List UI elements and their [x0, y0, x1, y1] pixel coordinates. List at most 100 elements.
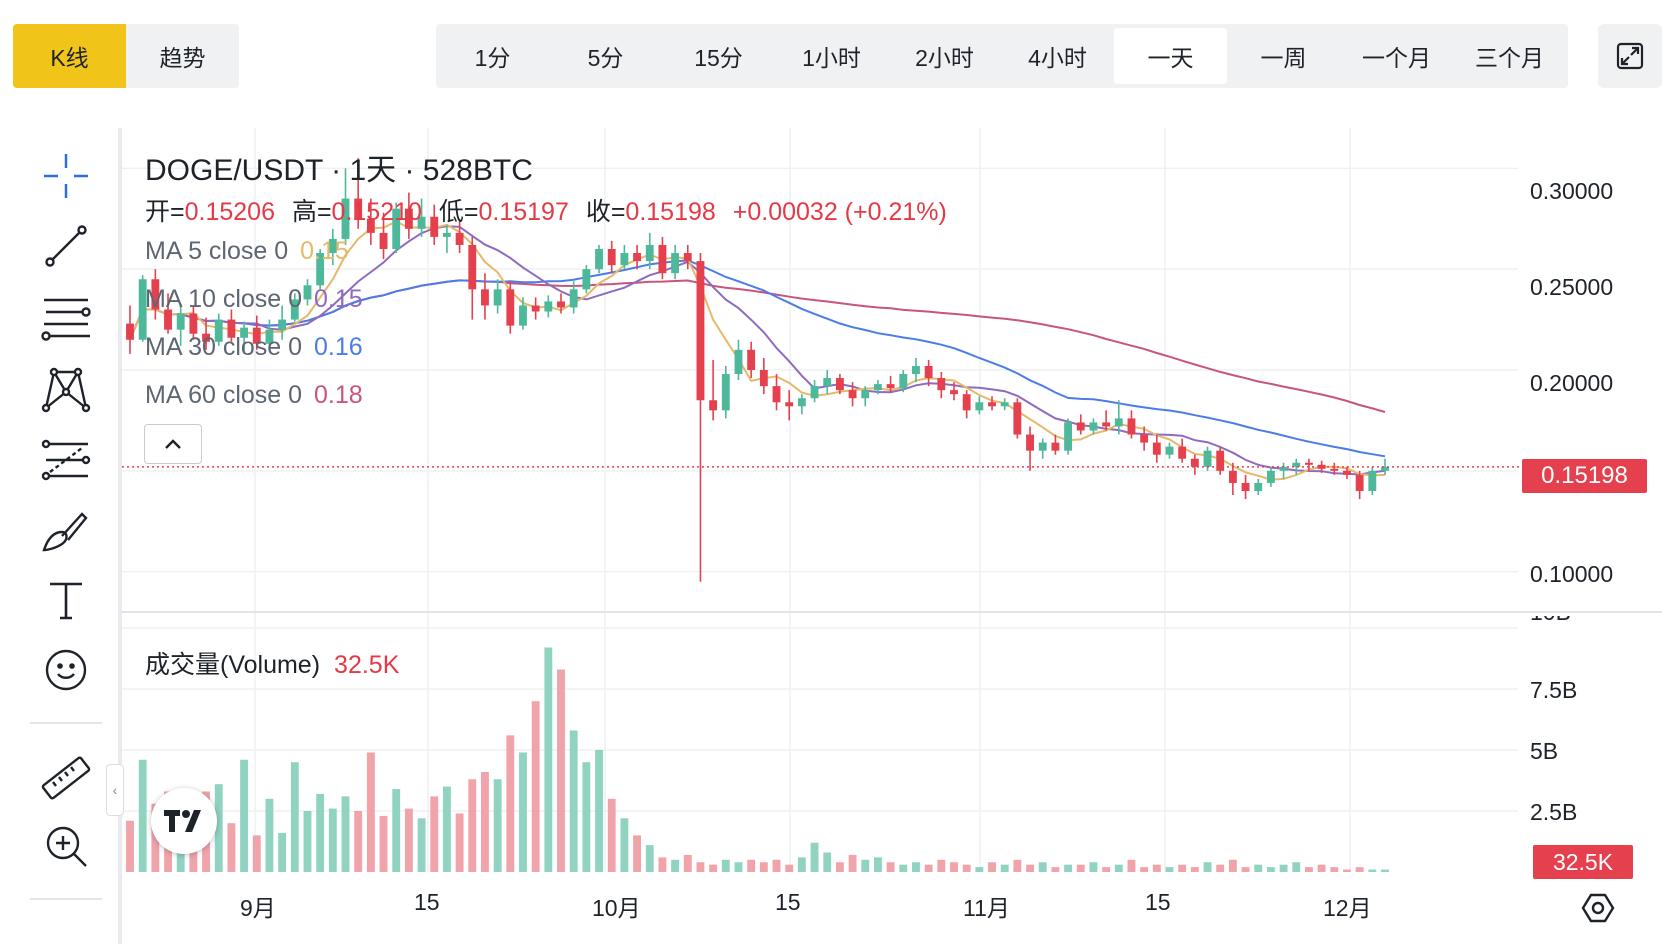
text-icon[interactable] — [36, 574, 96, 626]
candle-body — [645, 244, 654, 262]
candle-body — [278, 319, 287, 330]
volume-bar — [785, 864, 794, 872]
candle-body — [1330, 468, 1339, 471]
volume-bar — [1330, 867, 1339, 872]
volume-bar — [1216, 864, 1225, 872]
interval-15m[interactable]: 15分 — [694, 45, 743, 71]
volume-bar — [468, 779, 477, 872]
pattern-icon[interactable] — [36, 364, 96, 416]
zoom-in-icon[interactable] — [36, 820, 96, 872]
candle-body — [341, 198, 350, 239]
volume-bar — [861, 859, 870, 872]
volume-bar — [1152, 864, 1161, 872]
ma10-legend[interactable]: MA 10 close 0 0.15 — [145, 285, 363, 314]
ma30-legend[interactable]: MA 30 close 0 0.16 — [145, 333, 363, 362]
ma5-legend[interactable]: MA 5 close 0 0.15 — [145, 237, 349, 266]
trend-line-icon[interactable] — [36, 220, 96, 272]
drawing-toolbar — [0, 128, 118, 944]
candle-body — [810, 386, 819, 399]
interval-2h[interactable]: 2小时 — [915, 45, 974, 71]
candle-body — [557, 301, 565, 308]
toolbar-divider — [30, 898, 102, 900]
collapse-legend-button[interactable] — [144, 424, 202, 464]
candle-body — [1381, 466, 1389, 471]
candle-body — [975, 402, 984, 411]
candle-body — [1089, 422, 1098, 431]
tab-kline[interactable]: K线 — [13, 24, 126, 88]
volume-bar — [531, 701, 540, 872]
candle-body — [1228, 470, 1237, 483]
price-tick: 0.25000 — [1530, 274, 1614, 300]
volume-bar — [1254, 864, 1263, 872]
collapse-toolbar-button[interactable]: ‹ — [106, 764, 124, 816]
candle-body — [252, 327, 261, 344]
candle-body — [1190, 458, 1199, 467]
emoji-icon[interactable] — [36, 644, 96, 696]
interval-1w[interactable]: 一周 — [1260, 45, 1307, 71]
brush-icon[interactable] — [36, 506, 96, 558]
volume-bar — [1368, 869, 1377, 872]
candle-body — [1165, 446, 1174, 455]
high-label: 高= — [291, 198, 332, 226]
volume-label: 成交量(Volume) — [145, 651, 321, 679]
interval-4h[interactable]: 4小时 — [1028, 45, 1087, 71]
price-tick: 0.20000 — [1530, 370, 1614, 396]
volume-bar — [1127, 859, 1136, 872]
ma60-legend[interactable]: MA 60 close 0 0.18 — [145, 381, 363, 410]
candle-body — [493, 289, 502, 306]
volume-bar — [709, 864, 718, 872]
candle-body — [797, 398, 806, 407]
candle-body — [924, 365, 933, 379]
candle-body — [823, 378, 832, 387]
interval-3mo[interactable]: 三个月 — [1475, 45, 1544, 71]
candle-body — [1355, 474, 1364, 491]
fib-levels-icon[interactable] — [36, 292, 96, 344]
volume-bar — [1203, 862, 1212, 872]
candle-body — [1203, 450, 1212, 467]
volume-bar — [1241, 867, 1250, 872]
time-tick: 15 — [1145, 889, 1171, 915]
candle-body — [1038, 442, 1047, 451]
candle-body — [455, 232, 464, 245]
tab-trend[interactable]: 趋势 — [159, 45, 206, 71]
candle-body — [683, 253, 692, 262]
volume-bar — [899, 864, 908, 872]
candle-body — [417, 216, 426, 229]
tradingview-logo[interactable] — [151, 788, 217, 854]
volume-bar — [696, 862, 705, 872]
candle-body — [265, 329, 274, 344]
candle-body — [937, 378, 946, 391]
interval-5m[interactable]: 5分 — [587, 45, 624, 71]
interval-1h[interactable]: 1小时 — [802, 45, 861, 71]
volume-bar — [810, 842, 819, 872]
ruler-icon[interactable] — [36, 752, 96, 804]
fullscreen-button[interactable] — [1598, 24, 1662, 88]
ma30-line — [129, 259, 1386, 458]
candle-body — [772, 386, 781, 403]
low-value: 0.15197 — [478, 198, 569, 226]
interval-1m[interactable]: 1分 — [474, 45, 511, 71]
volume-bar — [734, 862, 743, 872]
interval-1d[interactable]: 一天 — [1114, 28, 1227, 84]
interval-1mo[interactable]: 一个月 — [1362, 45, 1431, 71]
volume-bar — [1140, 867, 1149, 872]
candle-body — [164, 309, 172, 330]
chart-settings-button[interactable] — [1578, 888, 1618, 928]
volume-bar — [721, 859, 730, 872]
candle-body — [873, 384, 882, 391]
volume-bar — [1317, 864, 1326, 872]
volume-bar — [1076, 864, 1085, 872]
high-value: 0.15210 — [331, 198, 422, 226]
candle-body — [227, 319, 236, 338]
low-label: 低= — [438, 198, 479, 226]
volume-bar — [683, 854, 692, 872]
volume-bar — [1165, 867, 1174, 872]
crosshair-icon[interactable] — [36, 150, 96, 202]
candle-body — [734, 349, 743, 375]
volume-bar — [658, 857, 667, 872]
candle-body — [1026, 434, 1034, 451]
forecast-icon[interactable] — [36, 434, 96, 486]
candle-body — [962, 394, 971, 411]
volume-bar — [886, 862, 895, 872]
